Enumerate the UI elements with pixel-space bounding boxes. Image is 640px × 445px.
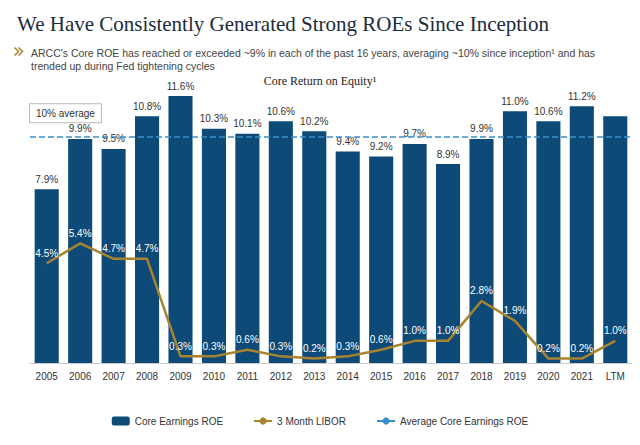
svg-text:7.9%: 7.9% xyxy=(35,174,58,185)
svg-text:2010: 2010 xyxy=(203,371,226,382)
svg-text:9.2%: 9.2% xyxy=(370,141,393,152)
svg-text:2018: 2018 xyxy=(470,371,493,382)
svg-text:4.7%: 4.7% xyxy=(136,243,159,254)
svg-text:3 Month LIBOR: 3 Month LIBOR xyxy=(277,416,346,427)
svg-text:2006: 2006 xyxy=(69,371,92,382)
svg-text:0.3%: 0.3% xyxy=(269,341,292,352)
svg-text:2011: 2011 xyxy=(237,371,259,382)
svg-text:Average Core Earnings ROE: Average Core Earnings ROE xyxy=(400,416,529,427)
svg-text:0.6%: 0.6% xyxy=(370,334,393,345)
svg-text:2014: 2014 xyxy=(337,371,360,382)
svg-text:10.2%: 10.2% xyxy=(300,116,328,127)
svg-text:5.4%: 5.4% xyxy=(69,228,92,239)
svg-text:Core Earnings ROE: Core Earnings ROE xyxy=(135,416,224,427)
svg-text:0.2%: 0.2% xyxy=(303,343,326,354)
svg-text:9.9%: 9.9% xyxy=(69,123,92,134)
svg-text:LTM: LTM xyxy=(606,371,625,382)
svg-text:4.7%: 4.7% xyxy=(102,243,125,254)
svg-text:10.3%: 10.3% xyxy=(200,113,228,124)
svg-text:10% average: 10% average xyxy=(36,108,95,119)
svg-text:10.8%: 10.8% xyxy=(133,101,161,112)
svg-text:0.6%: 0.6% xyxy=(236,334,259,345)
svg-text:1.0%: 1.0% xyxy=(437,325,460,336)
svg-text:10.1%: 10.1% xyxy=(233,118,261,129)
svg-text:We Have Consistently Generated: We Have Consistently Generated Strong RO… xyxy=(17,12,549,36)
svg-text:ARCC's Core ROE has reached or: ARCC's Core ROE has reached or exceeded … xyxy=(31,47,598,59)
svg-text:2013: 2013 xyxy=(303,371,326,382)
svg-text:4.5%: 4.5% xyxy=(35,248,58,259)
svg-text:2012: 2012 xyxy=(270,371,293,382)
svg-text:11.6%: 11.6% xyxy=(167,81,195,92)
svg-text:2016: 2016 xyxy=(403,371,426,382)
svg-text:2019: 2019 xyxy=(504,371,527,382)
svg-text:0.3%: 0.3% xyxy=(169,341,192,352)
svg-text:10.6%: 10.6% xyxy=(534,106,562,117)
svg-text:0.3%: 0.3% xyxy=(203,341,226,352)
svg-text:2007: 2007 xyxy=(102,371,125,382)
svg-text:0.2%: 0.2% xyxy=(537,343,560,354)
svg-text:1.9%: 1.9% xyxy=(504,305,527,316)
svg-text:2021: 2021 xyxy=(571,371,594,382)
svg-text:11.2%: 11.2% xyxy=(568,91,596,102)
svg-text:2.8%: 2.8% xyxy=(470,285,493,296)
svg-text:11.0%: 11.0% xyxy=(501,96,529,107)
svg-text:1.0%: 1.0% xyxy=(604,325,627,336)
svg-text:8.9%: 8.9% xyxy=(437,149,460,160)
svg-text:9.9%: 9.9% xyxy=(470,123,493,134)
svg-text:10.6%: 10.6% xyxy=(267,106,295,117)
svg-text:Core Return on Equity¹: Core Return on Equity¹ xyxy=(264,74,377,88)
svg-text:9.7%: 9.7% xyxy=(403,128,426,139)
svg-text:2009: 2009 xyxy=(169,371,192,382)
svg-text:1.0%: 1.0% xyxy=(403,325,426,336)
svg-text:0.3%: 0.3% xyxy=(336,341,359,352)
svg-text:trended up during Fed tighteni: trended up during Fed tightening cycles xyxy=(31,60,215,72)
svg-text:0.2%: 0.2% xyxy=(570,343,593,354)
svg-text:2015: 2015 xyxy=(370,371,393,382)
svg-text:2008: 2008 xyxy=(136,371,159,382)
svg-text:2017: 2017 xyxy=(437,371,460,382)
svg-text:2020: 2020 xyxy=(537,371,560,382)
svg-text:2005: 2005 xyxy=(36,371,59,382)
svg-text:9.5%: 9.5% xyxy=(102,133,125,144)
svg-text:9.4%: 9.4% xyxy=(336,136,360,147)
